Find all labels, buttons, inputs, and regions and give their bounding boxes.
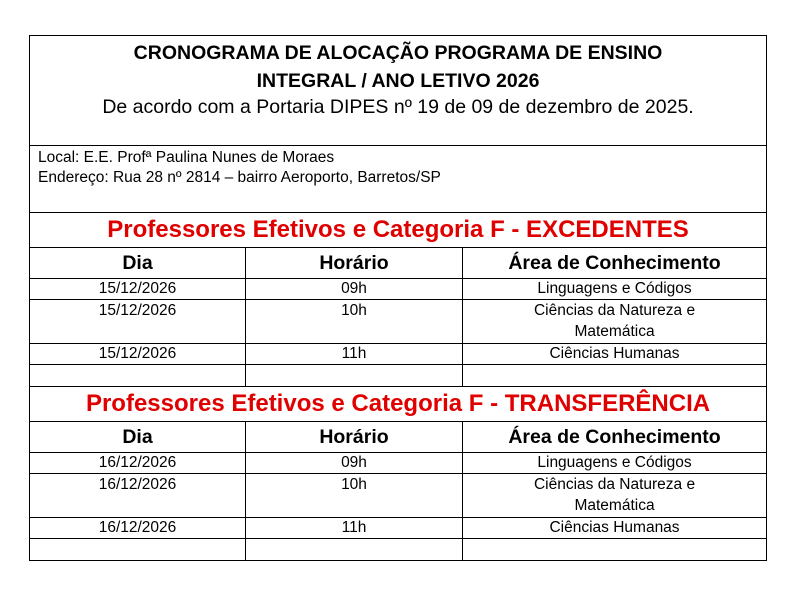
title-line-2: INTEGRAL / ANO LETIVO 2026: [256, 70, 540, 92]
cell-area: Ciências da Natureza e Matemática: [461, 299, 768, 344]
empty-row: [29, 538, 768, 561]
col-dia: Dia: [29, 421, 246, 453]
local: Local: E.E. Profª Paulina Nunes de Morae…: [38, 149, 335, 166]
cell-dia: 16/12/2026: [29, 452, 246, 474]
cell-horario: 11h: [245, 517, 463, 539]
title-line-1: CRONOGRAMA DE ALOCAÇÃO PROGRAMA DE ENSIN…: [133, 42, 663, 64]
cell-area: Ciências Humanas: [461, 343, 768, 365]
table-header-row: Dia Horário Área de Conhecimento: [29, 421, 768, 453]
table-header-row: Dia Horário Área de Conhecimento: [29, 247, 768, 279]
cell-dia: 15/12/2026: [29, 278, 246, 300]
schedule-document: CRONOGRAMA DE ALOCAÇÃO PROGRAMA DE ENSIN…: [28, 35, 768, 561]
table-row: 15/12/2026 11h Ciências Humanas: [29, 343, 768, 365]
cell-horario: 09h: [245, 278, 463, 300]
table-row: 16/12/2026 10h Ciências da Natureza e Ma…: [29, 473, 768, 518]
cell-horario: 09h: [245, 452, 463, 474]
cell-area: Ciências Humanas: [461, 517, 768, 539]
table-row: 16/12/2026 11h Ciências Humanas: [29, 517, 768, 539]
cell-dia: 15/12/2026: [29, 343, 246, 365]
location-info: Local: E.E. Profª Paulina Nunes de Morae…: [28, 145, 768, 213]
col-horario: Horário: [245, 421, 463, 453]
col-area: Área de Conhecimento: [461, 247, 768, 279]
empty-row: [29, 364, 768, 387]
endereco: Endereço: Rua 28 nº 2814 – bairro Aeropo…: [38, 169, 441, 186]
cell-horario: 10h: [245, 473, 463, 518]
cell-area: Ciências da Natureza e Matemática: [461, 473, 768, 518]
col-dia: Dia: [29, 247, 246, 279]
col-area: Área de Conhecimento: [461, 421, 768, 453]
cell-dia: 15/12/2026: [29, 299, 246, 344]
cell-area: Linguagens e Códigos: [461, 278, 768, 300]
table-row: 15/12/2026 10h Ciências da Natureza e Ma…: [29, 299, 768, 344]
table-row: 16/12/2026 09h Linguagens e Códigos: [29, 452, 768, 474]
col-horario: Horário: [245, 247, 463, 279]
cell-horario: 11h: [245, 343, 463, 365]
subtitle: De acordo com a Portaria DIPES nº 19 de …: [102, 96, 694, 118]
table-row: 15/12/2026 09h Linguagens e Códigos: [29, 278, 768, 300]
document-header: CRONOGRAMA DE ALOCAÇÃO PROGRAMA DE ENSIN…: [28, 35, 768, 146]
cell-dia: 16/12/2026: [29, 473, 246, 518]
cell-area: Linguagens e Códigos: [461, 452, 768, 474]
section-title-excedentes: Professores Efetivos e Categoria F - EXC…: [28, 212, 768, 248]
section-title-transferencia: Professores Efetivos e Categoria F - TRA…: [28, 386, 768, 422]
cell-dia: 16/12/2026: [29, 517, 246, 539]
cell-horario: 10h: [245, 299, 463, 344]
